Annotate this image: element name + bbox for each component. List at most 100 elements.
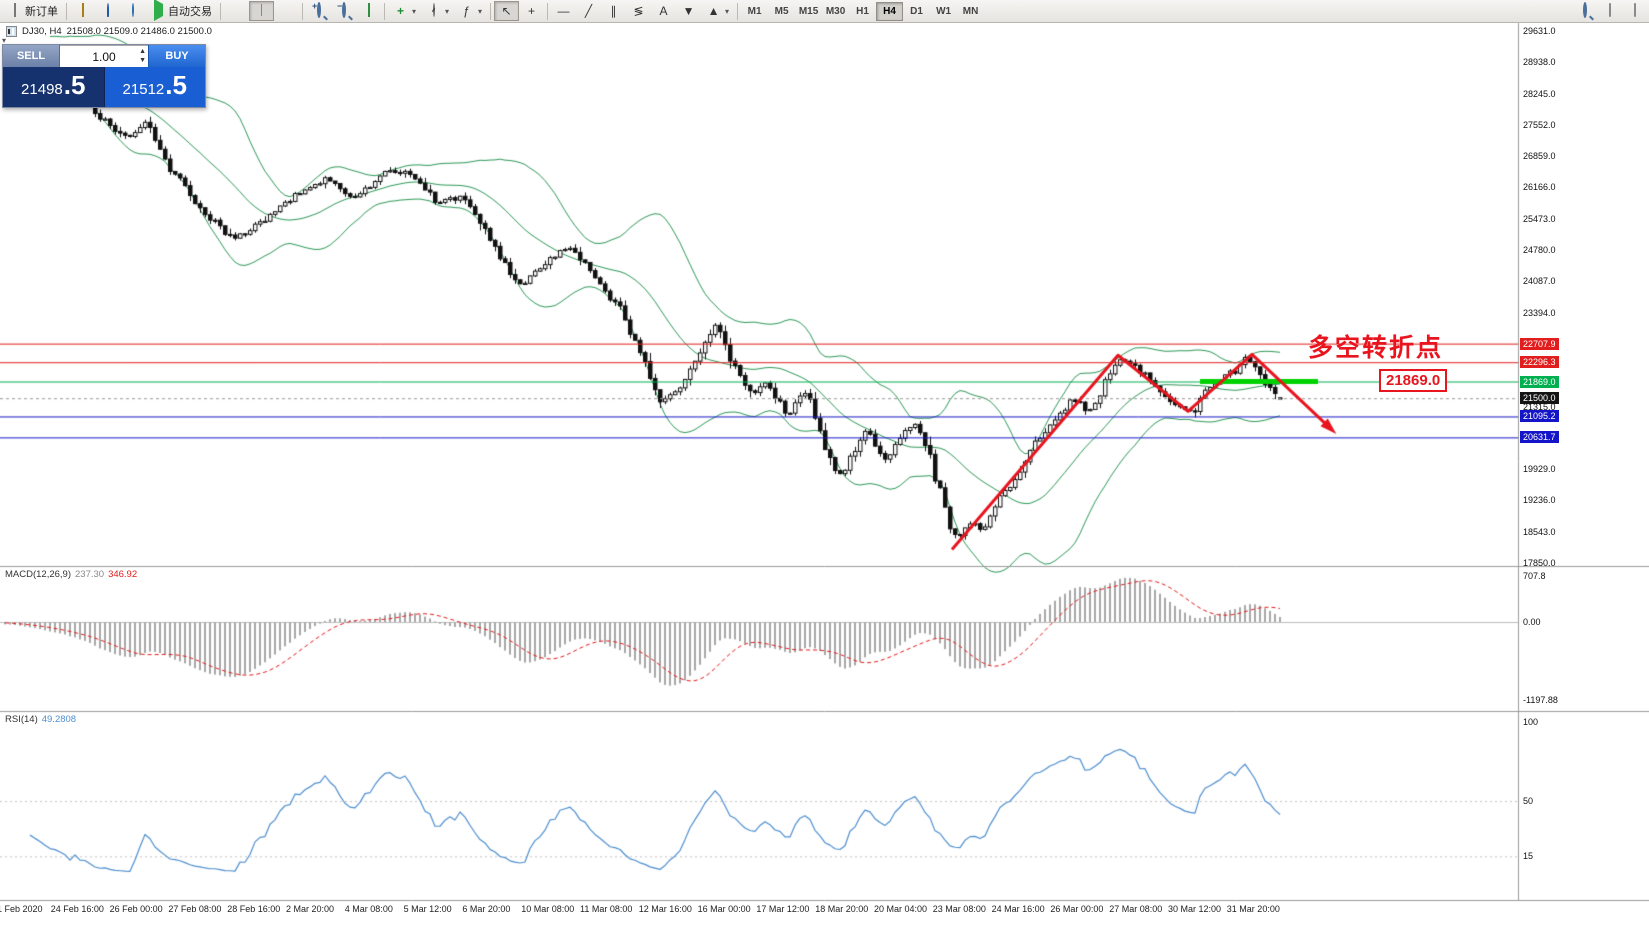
search-button[interactable] <box>1572 1 1597 21</box>
price-axis[interactable]: 29631.0 28938.0 28245.0 27552.0 26859.0 26166… <box>1519 0 1647 945</box>
candlestick-chart-button[interactable] <box>249 1 274 21</box>
chevron-down-icon: ▾ <box>478 6 483 16</box>
chart-symbol-icon <box>6 26 17 37</box>
one-click-collapse-button[interactable]: ▾ <box>2 36 7 45</box>
channel-button[interactable]: ∥ <box>601 1 626 21</box>
toolbar-separator <box>737 2 739 20</box>
time-axis-label: 24 Feb 16:00 <box>50 904 104 914</box>
price-tag-red[interactable]: 22296.3 <box>1520 356 1559 369</box>
time-axis-label: 20 Mar 04:00 <box>874 904 928 914</box>
indicators-icon: ƒ <box>463 3 470 18</box>
zoom-in-button[interactable]: + <box>306 1 331 21</box>
timeframe-m5-button[interactable]: M5 <box>768 2 795 21</box>
support-chat-icon <box>1633 2 1636 17</box>
tile-windows-icon <box>367 2 370 17</box>
navigator-button[interactable] <box>120 1 145 21</box>
crosshair-button[interactable]: + <box>519 1 544 21</box>
sell-price-frac: .5 <box>63 70 86 100</box>
data-window-button[interactable] <box>95 1 120 21</box>
market-watch-button[interactable] <box>70 1 95 21</box>
indicators-button[interactable]: ƒ ▾ <box>454 1 487 21</box>
shapes-icon: ▲ <box>707 3 720 18</box>
zoom-out-button[interactable]: − <box>331 1 356 21</box>
fibonacci-button[interactable]: ≶ <box>626 1 651 21</box>
text-tool-button[interactable]: A <box>651 1 676 21</box>
timeframe-m1-button[interactable]: M1 <box>741 2 768 21</box>
new-order-label: 新订单 <box>25 6 58 18</box>
price-tick-label: 19929.0 <box>1523 464 1556 475</box>
price-tag-current[interactable]: 21500.0 <box>1520 392 1559 405</box>
shapes-button[interactable]: ▲ ▾ <box>701 1 734 21</box>
price-tick-label: 19236.0 <box>1523 495 1556 506</box>
periods-icon <box>432 2 435 17</box>
new-chart-icon: + <box>396 3 404 18</box>
periods-button[interactable]: ▾ <box>421 1 454 21</box>
new-order-button[interactable]: 新订单 <box>2 1 63 21</box>
timeframe-w1-button[interactable]: W1 <box>930 2 957 21</box>
buy-button[interactable]: BUY <box>148 45 205 67</box>
horizontal-line-button[interactable]: — <box>551 1 576 21</box>
cursor-icon: ↖ <box>501 3 512 18</box>
tile-windows-button[interactable] <box>356 1 381 21</box>
new-chart-button[interactable]: + ▾ <box>388 1 421 21</box>
main-toolbar: 新订单 自动交易 + − + ▾ ▾ ƒ ▾ ↖ + — ╱ ∥ ≶ A ▼ ▲ ▾ … <box>0 0 1649 23</box>
buy-price[interactable]: 21512 .5 <box>104 67 205 107</box>
time-axis-label: 10 Mar 08:00 <box>521 904 575 914</box>
volume-input[interactable]: 1.00 ▲ ▼ <box>60 45 148 67</box>
volume-up-button[interactable]: ▲ <box>139 48 146 55</box>
sell-price[interactable]: 21498 .5 <box>3 67 105 107</box>
timeframe-m30-button[interactable]: M30 <box>822 2 849 21</box>
autotrading-label: 自动交易 <box>168 6 212 18</box>
autotrading-button[interactable]: 自动交易 <box>145 0 217 21</box>
timeframe-h4-button[interactable]: H4 <box>876 1 904 21</box>
text-label-icon: ▼ <box>682 3 695 18</box>
time-axis-label: 21 Feb 2020 <box>0 904 43 914</box>
rsi-axis-label: 15 <box>1523 851 1534 862</box>
price-tick-label: 24780.0 <box>1523 245 1556 256</box>
text-label-button[interactable]: ▼ <box>676 1 701 21</box>
market-watch-icon <box>81 2 84 17</box>
toolbar-separator <box>490 2 492 20</box>
time-axis-label: 12 Mar 16:00 <box>638 904 692 914</box>
trendline-button[interactable]: ╱ <box>576 1 601 21</box>
cursor-button[interactable]: ↖ <box>494 1 520 21</box>
support-chat-button[interactable] <box>1622 1 1647 21</box>
chevron-down-icon: ▾ <box>725 6 730 16</box>
time-axis[interactable]: 21 Feb 2020 24 Feb 16:00 26 Feb 00:00 27 Fe… <box>0 902 1518 918</box>
price-tag-blue[interactable]: 20631.7 <box>1520 431 1559 444</box>
chart-symbol-header: DJ30, H4 21508.0 21509.0 21486.0 21500.0 <box>6 26 212 37</box>
price-callout-label[interactable]: 21869.0 <box>1379 369 1448 392</box>
sell-button[interactable]: SELL <box>3 45 60 67</box>
rsi-indicator-label: RSI(14) 49.2808 <box>5 714 76 725</box>
bar-chart-button[interactable] <box>224 1 249 21</box>
rsi-name: RSI(14) <box>5 714 38 725</box>
channel-icon: ∥ <box>610 3 617 18</box>
timeframe-d1-button[interactable]: D1 <box>903 2 930 21</box>
volume-down-button[interactable]: ▼ <box>139 57 146 64</box>
time-axis-label: 16 Mar 00:00 <box>697 904 751 914</box>
macd-axis-label: 707.8 <box>1523 571 1546 581</box>
price-tick-label: 26859.0 <box>1523 151 1556 162</box>
price-tag-blue[interactable]: 21095.2 <box>1520 410 1559 423</box>
macd-axis-label: -1197.88 <box>1523 694 1558 705</box>
turning-point-annotation[interactable]: 多空转折点 <box>1308 334 1444 362</box>
macd-axis-label: 0.00 <box>1523 617 1541 627</box>
price-tick-label: 21315.0 <box>1523 401 1556 412</box>
timeframe-m15-button[interactable]: M15 <box>795 2 822 21</box>
timeframe-h1-button[interactable]: H1 <box>849 2 876 21</box>
autotrading-icon <box>154 0 163 21</box>
price-tag-red[interactable]: 22707.9 <box>1520 337 1559 350</box>
community-chat-button[interactable] <box>1597 1 1622 21</box>
time-axis-label: 24 Mar 16:00 <box>991 904 1045 914</box>
line-chart-button[interactable] <box>274 1 299 21</box>
timeframe-mn-button[interactable]: MN <box>957 2 984 21</box>
time-axis-label: 26 Feb 00:00 <box>109 904 163 914</box>
price-tag-green[interactable]: 21869.0 <box>1520 375 1559 388</box>
macd-main-value: 237.30 <box>75 569 105 580</box>
horizontal-line-icon: — <box>557 3 570 18</box>
zoom-in-icon: + <box>312 1 321 18</box>
chevron-down-icon: ▾ <box>412 6 417 16</box>
price-tick-label: 27552.0 <box>1523 119 1556 130</box>
